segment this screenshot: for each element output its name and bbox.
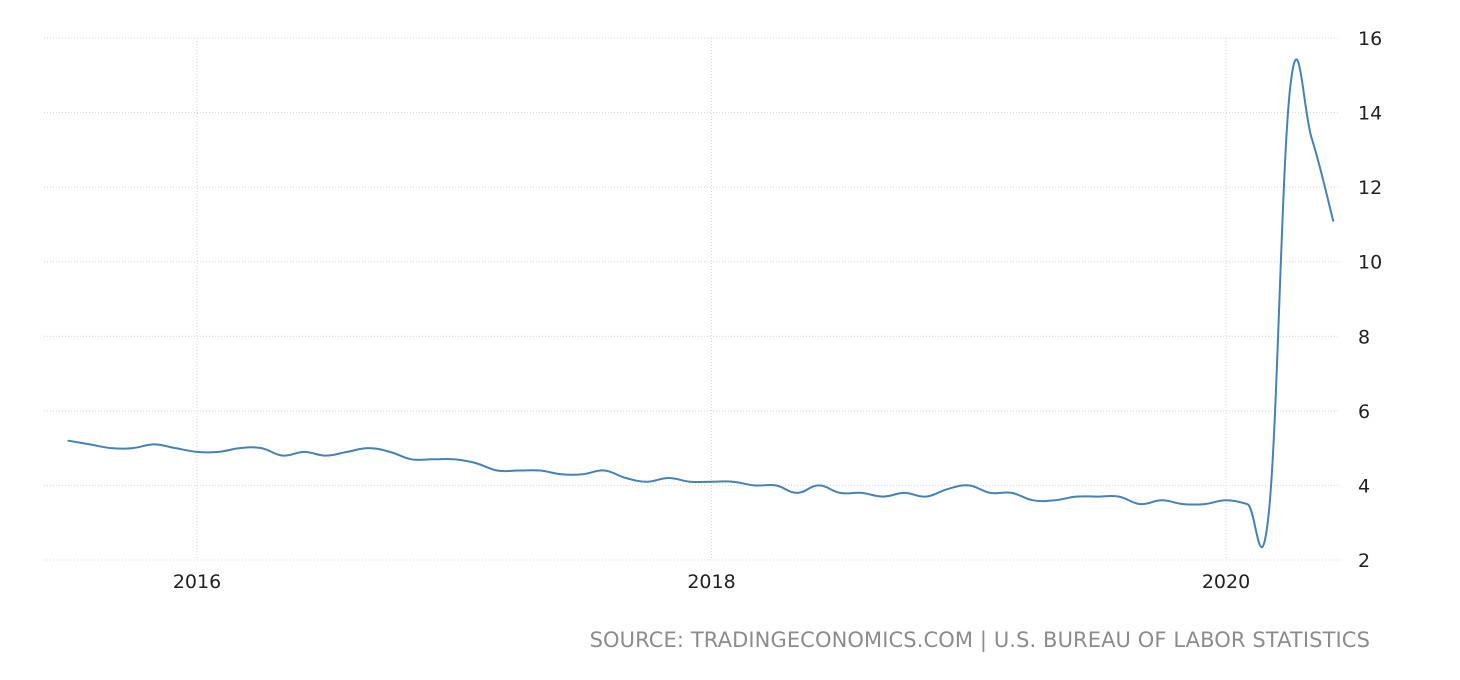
grid-lines	[44, 37, 1340, 561]
series-line	[67, 58, 1335, 548]
series-layer	[67, 58, 1335, 548]
line-chart: 2 4 6 8 10 12 14 16 2016 2018 2020	[44, 28, 1382, 593]
y-tick-label: 12	[1358, 177, 1382, 199]
x-tick-label: 2018	[687, 571, 735, 593]
y-tick-label: 14	[1358, 103, 1382, 125]
x-tick-label: 2020	[1202, 571, 1250, 593]
y-tick-label: 2	[1358, 550, 1370, 572]
y-tick-label: 10	[1358, 252, 1382, 274]
x-axis-ticks: 2016 2018 2020	[173, 571, 1250, 593]
x-tick-label: 2016	[173, 571, 221, 593]
source-note: SOURCE: TRADINGECONOMICS.COM | U.S. BURE…	[589, 628, 1370, 652]
y-tick-label: 8	[1358, 326, 1370, 348]
y-tick-label: 4	[1358, 475, 1370, 497]
y-tick-label: 16	[1358, 28, 1382, 50]
y-tick-label: 6	[1358, 401, 1370, 423]
y-axis-ticks: 2 4 6 8 10 12 14 16	[1358, 28, 1382, 572]
